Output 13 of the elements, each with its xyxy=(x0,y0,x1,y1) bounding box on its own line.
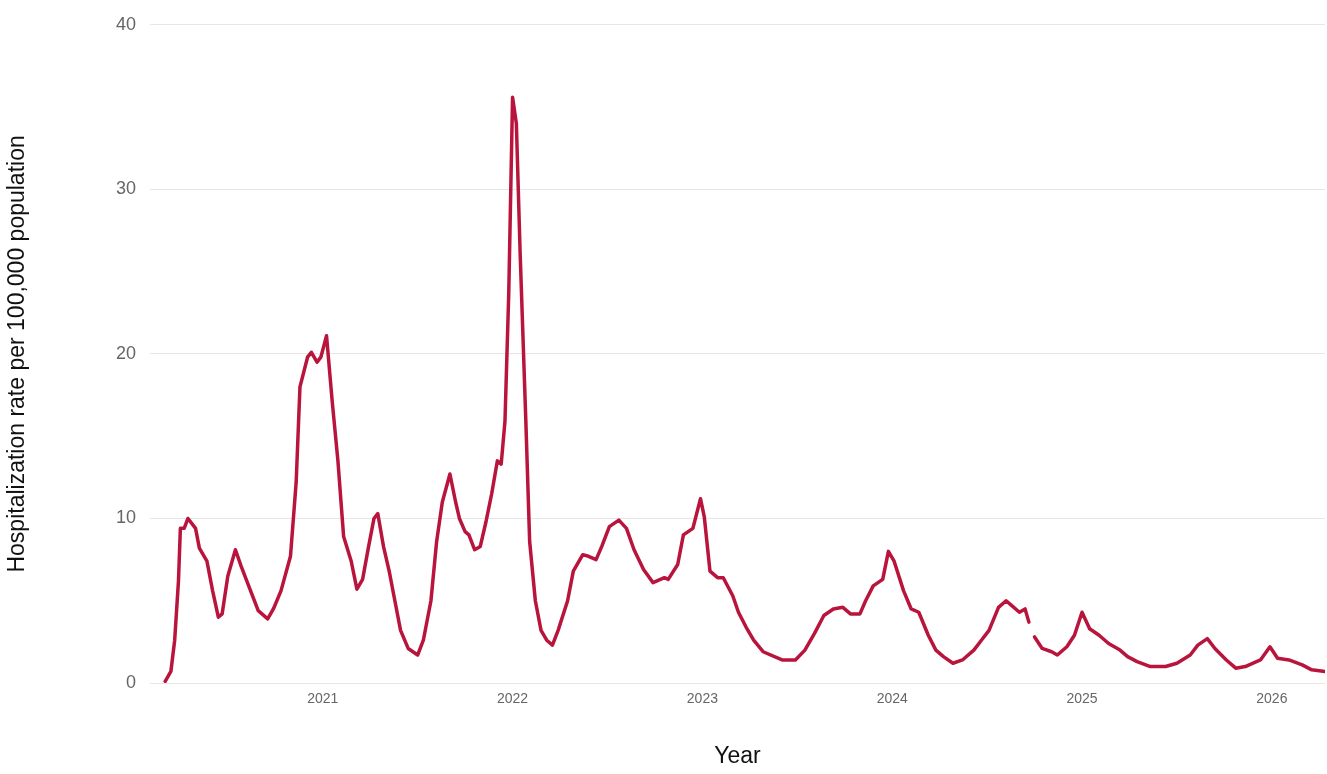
y-tick-label: 20 xyxy=(115,342,136,363)
y-tick-label: 10 xyxy=(115,507,136,528)
x-axis-title: Year xyxy=(714,741,762,768)
x-tick-label: 2022 xyxy=(496,690,529,707)
x-tick-label: 2024 xyxy=(876,690,908,707)
x-tick-label: 2026 xyxy=(1256,690,1288,707)
y-tick-label: 30 xyxy=(115,178,136,199)
x-tick-label: 2023 xyxy=(686,690,719,707)
y-axis-title: Hospitalization rate per 100,000 population xyxy=(3,135,30,573)
x-tick-label: 2021 xyxy=(307,690,339,707)
y-tick-label: 40 xyxy=(115,13,136,34)
x-tick-label: 2025 xyxy=(1066,690,1098,707)
y-tick-label: 0 xyxy=(125,671,136,692)
